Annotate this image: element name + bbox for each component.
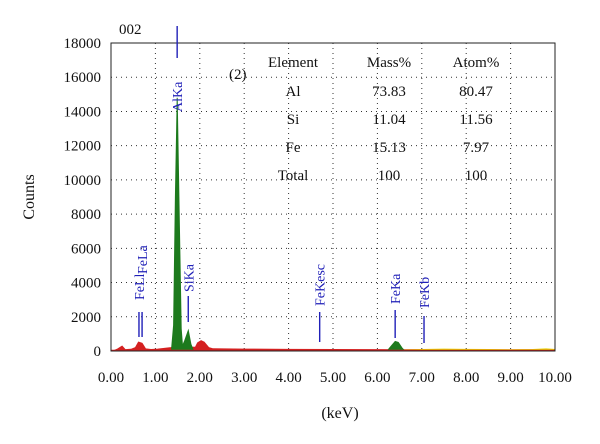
x-tick-label: 4.00 <box>275 370 301 386</box>
x-tick-label: 2.00 <box>187 370 213 386</box>
x-axis-label: (keV) <box>321 405 358 422</box>
spectrum-series-1 <box>170 97 407 352</box>
x-tick-label: 7.00 <box>409 370 435 386</box>
peak-label-fekesc: FeKesc <box>314 264 329 306</box>
y-tick-label: 0 <box>94 344 102 360</box>
table-header: Mass% <box>367 55 411 71</box>
x-tick-label: 8.00 <box>453 370 479 386</box>
chart-title: 002 <box>119 22 142 38</box>
y-tick-label: 18000 <box>64 36 102 52</box>
x-tick-label: 3.00 <box>231 370 257 386</box>
y-tick-label: 4000 <box>71 276 101 292</box>
y-tick-label: 14000 <box>64 104 102 120</box>
x-tick-label: 6.00 <box>364 370 390 386</box>
y-tick-label: 6000 <box>71 241 101 257</box>
table-cell: 11.56 <box>459 112 493 128</box>
y-tick-label: 2000 <box>71 310 101 326</box>
x-tick-label: 0.00 <box>98 370 124 386</box>
y-tick-label: 8000 <box>71 207 101 223</box>
peak-label-fekb: FeKb <box>418 277 433 308</box>
plot-frame <box>110 42 556 352</box>
table-cell: Total <box>278 168 309 184</box>
x-tick-label: 1.00 <box>142 370 168 386</box>
x-tick-label: 10.00 <box>538 370 572 386</box>
composition-table: (2) Element Mass% Atom% Al 73.83 80.47 Si 11.04 1… <box>229 55 499 184</box>
x-tick-label: 5.00 <box>320 370 346 386</box>
grid-layer <box>111 43 555 351</box>
table-cell: 73.83 <box>372 84 406 100</box>
peak-label-fela: FeLa <box>136 244 151 274</box>
table-cell: Si <box>287 112 300 128</box>
y-tick-label: 12000 <box>64 139 102 155</box>
x-tick-label: 9.00 <box>497 370 523 386</box>
y-axis-label: Counts <box>21 174 38 219</box>
peak-label-fell: FeLl <box>133 273 148 300</box>
peak-label-feka: FeKa <box>389 273 404 304</box>
peak-label-sika: SiKa <box>182 263 197 292</box>
table-cell: 100 <box>378 168 401 184</box>
table-cell: 80.47 <box>459 84 493 100</box>
table-header: Element <box>268 55 319 71</box>
table-header: Atom% <box>453 55 500 71</box>
axes-layer: 0.00 1.00 2.00 3.00 4.00 5.00 6.00 7.00 8.00 9.00… <box>64 36 572 386</box>
y-tick-label: 16000 <box>64 70 102 86</box>
table-cell: Fe <box>286 140 301 156</box>
table-tag: (2) <box>229 67 247 83</box>
table-cell: 7.97 <box>463 140 490 156</box>
table-cell: 11.04 <box>372 112 406 128</box>
table-cell: 100 <box>465 168 488 184</box>
table-cell: Al <box>286 84 301 100</box>
table-cell: 15.13 <box>372 140 406 156</box>
y-tick-label: 10000 <box>64 173 102 189</box>
peak-label-alka: AlKa <box>171 81 186 112</box>
